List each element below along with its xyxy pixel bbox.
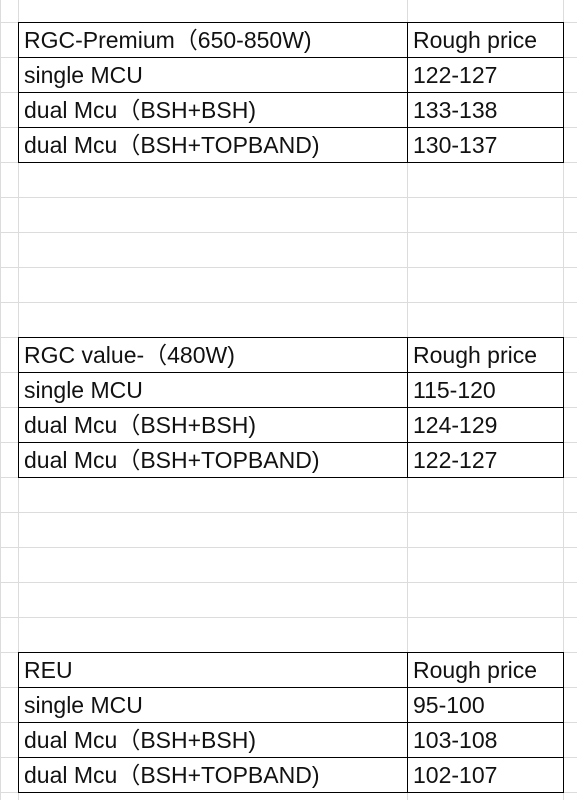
cell-config[interactable]: single MCU: [18, 372, 408, 408]
price-table-rgc-premium: RGC-Premium（650-850W) Rough price single…: [18, 22, 564, 163]
price-table-reu: REU Rough price single MCU 95-100 dual M…: [18, 652, 564, 793]
cell-config[interactable]: dual Mcu（BSH+TOPBAND): [18, 442, 408, 478]
cell-price[interactable]: 102-107: [407, 757, 564, 793]
cell-price[interactable]: 103-108: [407, 722, 564, 758]
cell-price[interactable]: 133-138: [407, 92, 564, 128]
table-row: dual Mcu（BSH+TOPBAND) 122-127: [18, 442, 564, 478]
table-header-row: RGC-Premium（650-850W) Rough price: [18, 22, 564, 58]
cell-config[interactable]: single MCU: [18, 687, 408, 723]
table-row: single MCU 115-120: [18, 372, 564, 408]
cell-price[interactable]: 124-129: [407, 407, 564, 443]
cell-config[interactable]: dual Mcu（BSH+TOPBAND): [18, 757, 408, 793]
table-row: single MCU 122-127: [18, 57, 564, 93]
cell-config[interactable]: dual Mcu（BSH+BSH): [18, 92, 408, 128]
table-row: dual Mcu（BSH+BSH) 124-129: [18, 407, 564, 443]
cell-price[interactable]: 130-137: [407, 127, 564, 163]
cell-price[interactable]: 122-127: [407, 442, 564, 478]
table-header-row: REU Rough price: [18, 652, 564, 688]
cell-price[interactable]: 95-100: [407, 687, 564, 723]
cell-model-header[interactable]: REU: [18, 652, 408, 688]
price-table-rgc-value: RGC value-（480W) Rough price single MCU …: [18, 337, 564, 478]
table-row: dual Mcu（BSH+TOPBAND) 130-137: [18, 127, 564, 163]
table-row: dual Mcu（BSH+TOPBAND) 102-107: [18, 757, 564, 793]
cell-model-header[interactable]: RGC value-（480W): [18, 337, 408, 373]
cell-config[interactable]: dual Mcu（BSH+TOPBAND): [18, 127, 408, 163]
cell-price-header[interactable]: Rough price: [407, 337, 564, 373]
cell-price[interactable]: 115-120: [407, 372, 564, 408]
cell-config[interactable]: single MCU: [18, 57, 408, 93]
table-row: single MCU 95-100: [18, 687, 564, 723]
cell-price[interactable]: 122-127: [407, 57, 564, 93]
table-header-row: RGC value-（480W) Rough price: [18, 337, 564, 373]
cell-config[interactable]: dual Mcu（BSH+BSH): [18, 407, 408, 443]
cell-model-header[interactable]: RGC-Premium（650-850W): [18, 22, 408, 58]
table-row: dual Mcu（BSH+BSH) 133-138: [18, 92, 564, 128]
cell-price-header[interactable]: Rough price: [407, 652, 564, 688]
cell-price-header[interactable]: Rough price: [407, 22, 564, 58]
table-row: dual Mcu（BSH+BSH) 103-108: [18, 722, 564, 758]
cell-config[interactable]: dual Mcu（BSH+BSH): [18, 722, 408, 758]
